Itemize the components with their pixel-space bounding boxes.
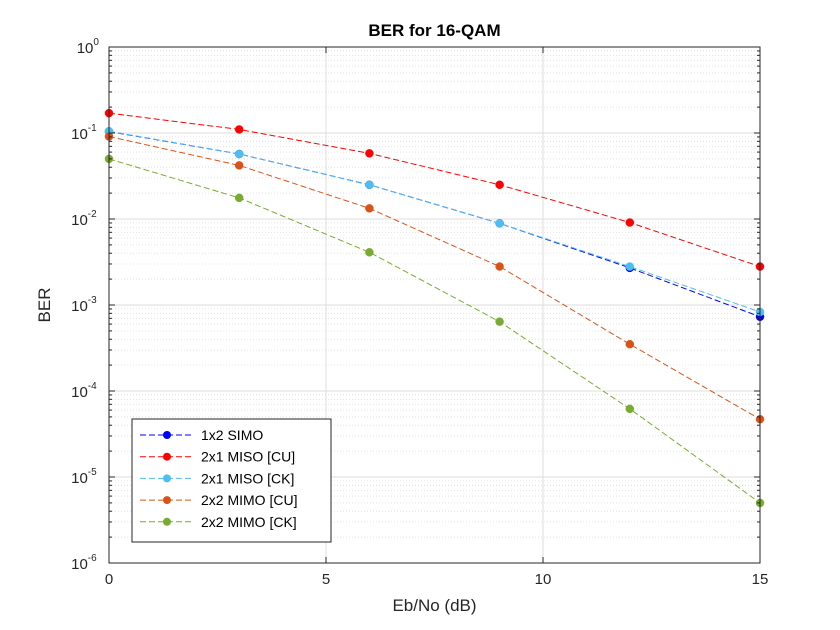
minor-grid [109, 50, 760, 538]
y-tick-label: 10 -2 [71, 209, 97, 229]
y-tick-exponent: -2 [88, 209, 97, 220]
series-4 [104, 132, 765, 424]
y-tick-exponent: 0 [93, 37, 99, 48]
y-tick-label: 10 -6 [71, 553, 97, 573]
y-axis-label: BER [35, 288, 54, 323]
data-point [365, 149, 374, 158]
y-tick-mantissa: 10 [71, 556, 88, 573]
y-tick-label: 10 0 [77, 37, 100, 57]
legend-label: 2x1 MISO [CU] [201, 449, 295, 465]
legend-entry: 2x1 MISO [CK] [140, 470, 294, 486]
data-point [234, 125, 244, 134]
y-tick-exponent: -4 [88, 381, 97, 392]
legend-entry: 2x2 MIMO [CU] [140, 492, 297, 508]
series-line [108, 112, 761, 268]
legend-entry: 2x1 MISO [CU] [140, 449, 295, 465]
series-line [108, 158, 761, 504]
y-tick-mantissa: 10 [71, 298, 88, 315]
legend-marker [163, 517, 171, 526]
y-tick-exponent: -6 [88, 553, 97, 564]
y-tick-exponent: -1 [88, 123, 97, 134]
legend-label: 2x2 MIMO [CU] [201, 492, 297, 508]
legend-marker [163, 452, 171, 461]
x-tick-label: 0 [105, 571, 113, 588]
legend-marker [163, 496, 171, 505]
y-tick-label: 10 -5 [71, 467, 97, 487]
data-point [625, 262, 635, 271]
y-tick-label: 10 -1 [71, 123, 97, 143]
data-point [365, 248, 374, 257]
legend-entry: 1x2 SIMO [140, 427, 263, 443]
y-tick-mantissa: 10 [71, 470, 88, 487]
series-layer [104, 108, 765, 508]
data-point [495, 262, 504, 271]
legend-marker [163, 431, 171, 439]
series-line [108, 130, 761, 313]
y-tick-mantissa: 10 [77, 40, 94, 57]
data-point [365, 180, 374, 190]
data-point [495, 317, 504, 326]
x-tick-label: 5 [322, 571, 330, 588]
data-point [625, 218, 635, 227]
legend-label: 2x2 MIMO [CK] [201, 514, 297, 530]
y-tick-exponent: -5 [88, 467, 97, 478]
legend-label: 1x2 SIMO [201, 427, 263, 443]
y-tick-label: 10 -4 [71, 381, 97, 401]
data-point [234, 161, 244, 170]
data-point [495, 219, 504, 228]
data-point [625, 339, 635, 349]
y-tick-mantissa: 10 [71, 126, 88, 143]
y-tick-label: 10 -3 [71, 295, 97, 315]
legend-entry: 2x2 MIMO [CK] [140, 514, 297, 530]
y-tick-mantissa: 10 [71, 212, 88, 229]
data-point [495, 180, 504, 190]
x-tick-label: 10 [535, 571, 552, 588]
x-axis-label: Eb/No (dB) [392, 596, 476, 615]
legend-label: 2x1 MISO [CK] [201, 470, 294, 486]
y-tick-mantissa: 10 [71, 384, 88, 401]
axis-ticks [108, 46, 761, 564]
y-tick-exponent: -3 [88, 295, 97, 306]
data-point [234, 149, 244, 159]
data-point [365, 204, 374, 213]
legend-marker [163, 474, 171, 483]
series-line [108, 136, 761, 420]
x-tick-label: 15 [752, 571, 769, 588]
chart-title: BER for 16-QAM [368, 21, 500, 40]
data-point [625, 404, 635, 414]
data-point [234, 193, 244, 203]
legend: 1x2 SIMO 2x1 MISO [CU] 2x1 MISO [CK] 2x2 MI… [131, 418, 332, 543]
